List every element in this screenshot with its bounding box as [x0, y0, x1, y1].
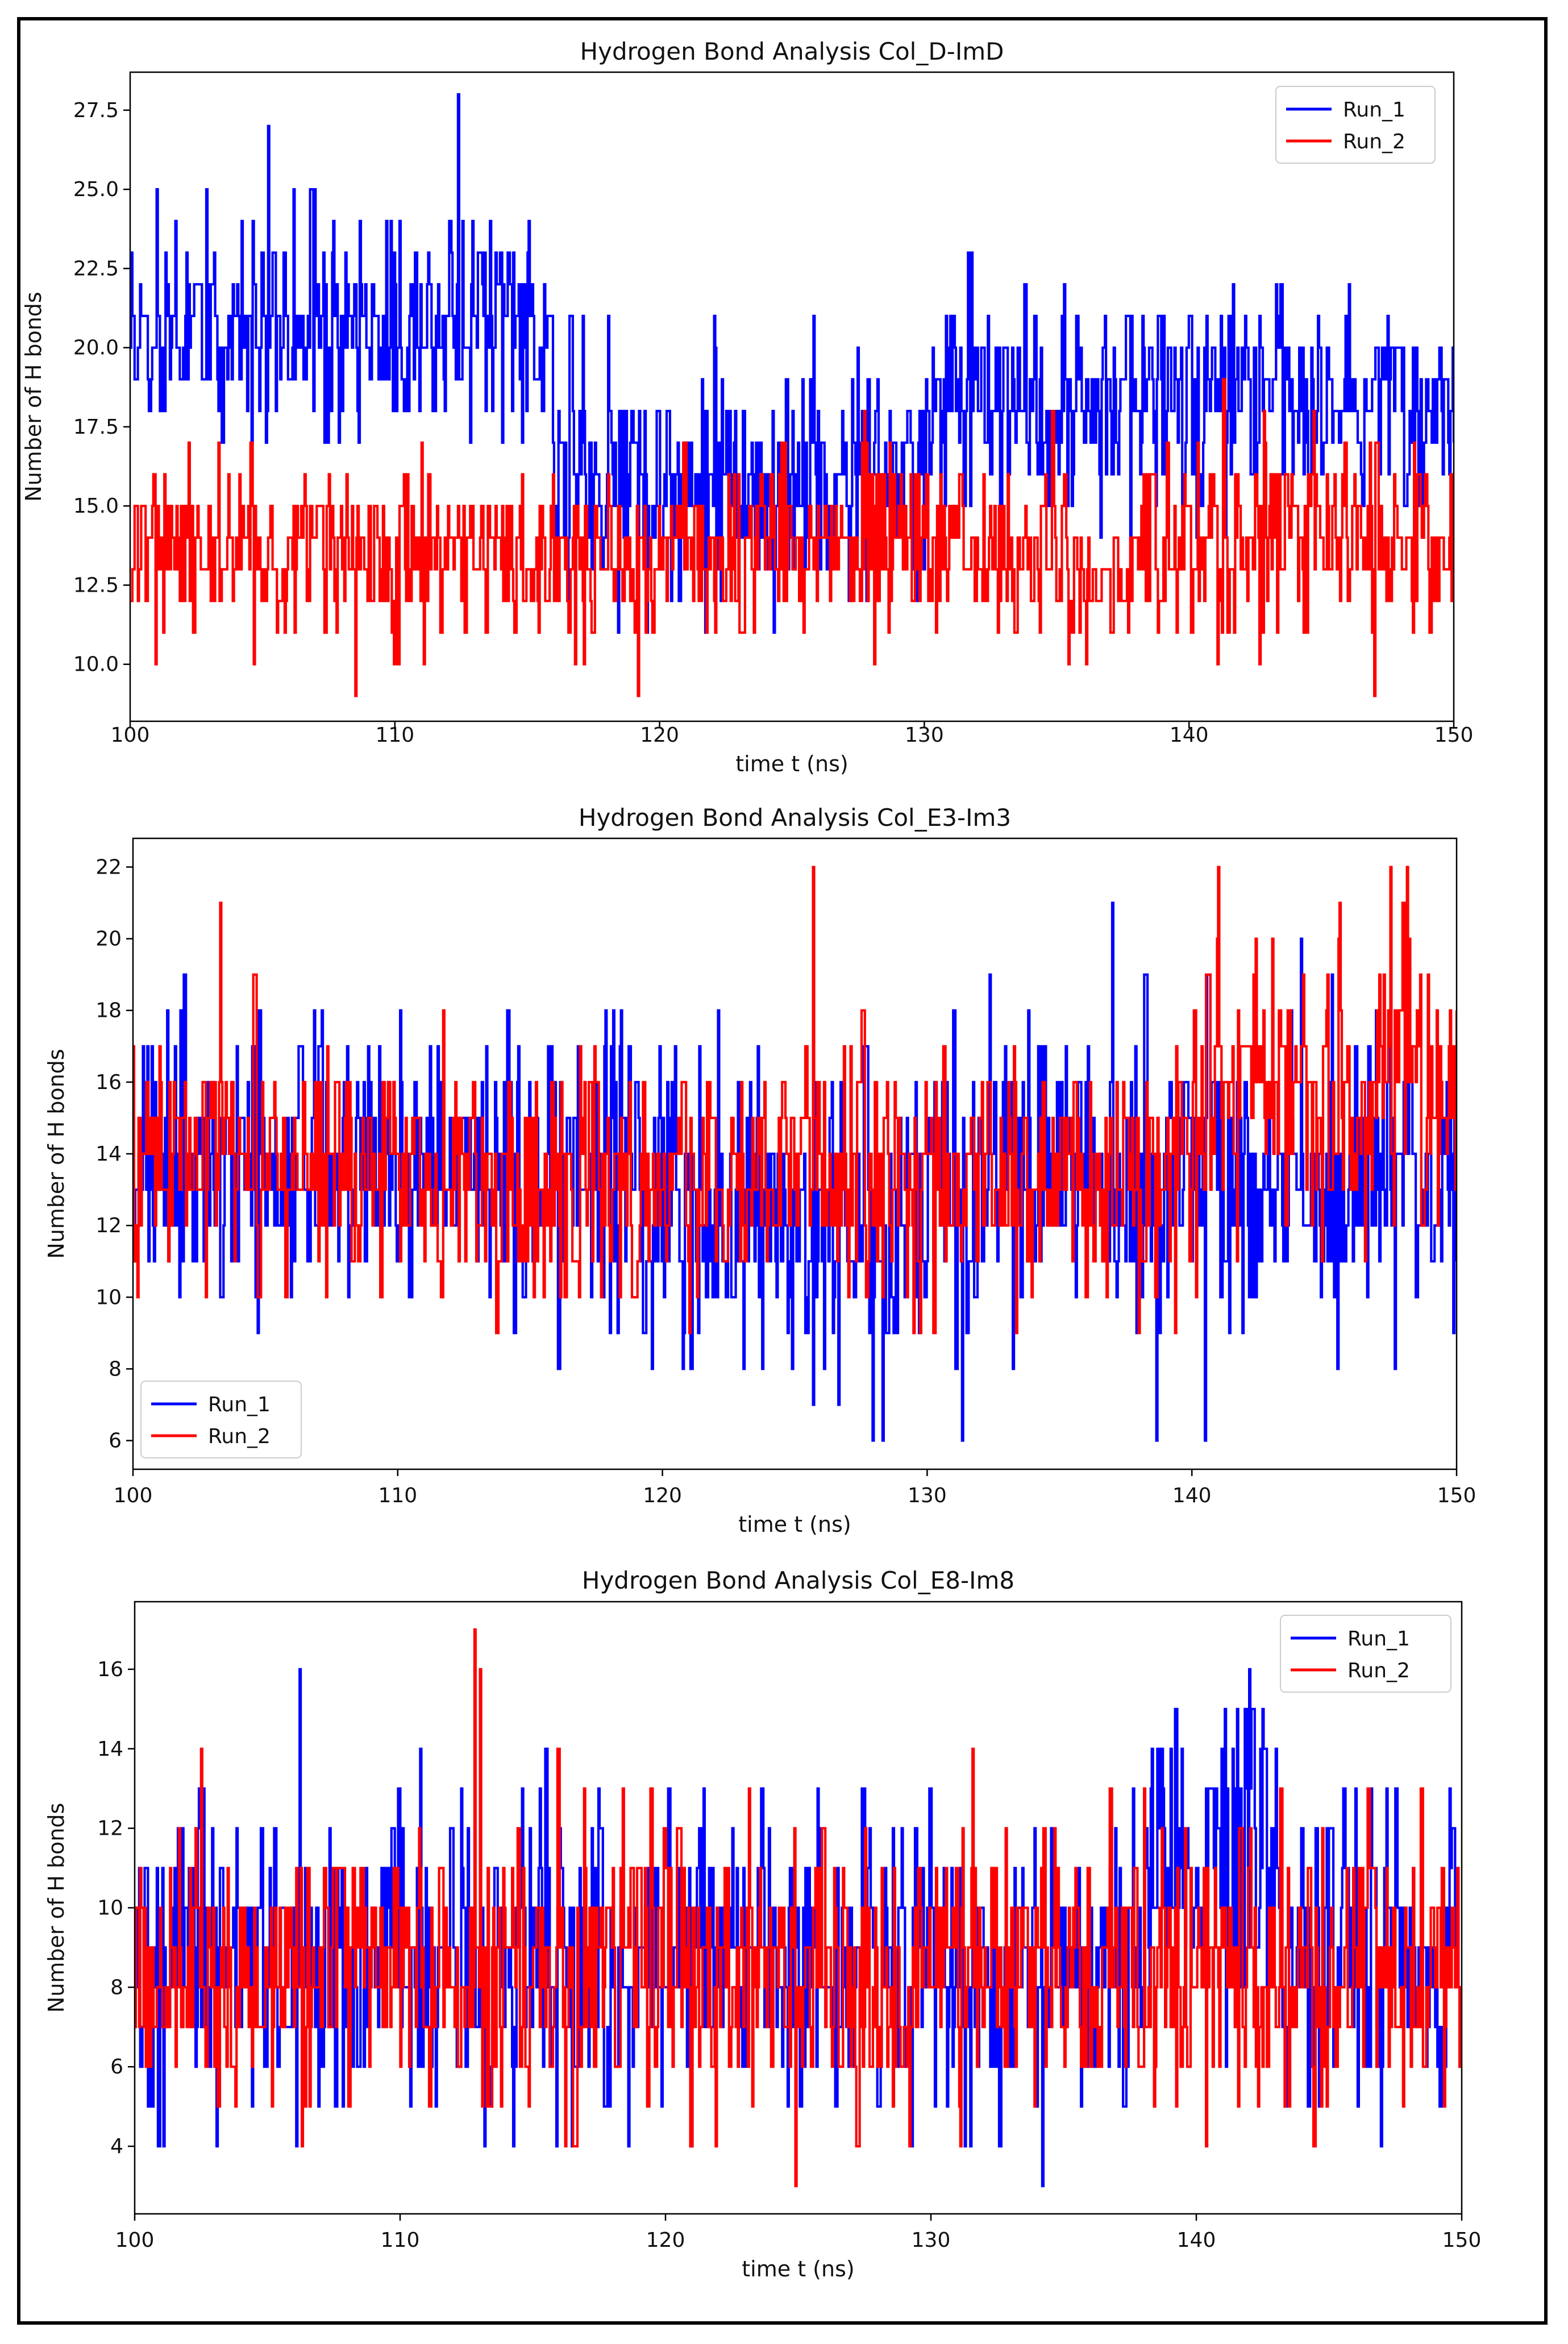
x-tick-label: 130 — [908, 1484, 947, 1507]
chart-panel-3: Hydrogen Bond Analysis Col_E8-Im8 100 110 1… — [44, 1566, 1481, 2281]
x-axis-label: time t (ns) — [738, 1512, 851, 1537]
x-tick-label: 120 — [640, 724, 679, 747]
chart-title: Hydrogen Bond Analysis Col_E3-Im3 — [579, 804, 1011, 832]
legend: Run_1 Run_2 — [140, 1381, 302, 1458]
y-tick-label: 10.0 — [73, 653, 119, 676]
chart-title: Hydrogen Bond Analysis Col_D-ImD — [580, 38, 1004, 65]
plot-area-frame — [129, 71, 1455, 722]
x-tick-label: 110 — [381, 2229, 420, 2252]
y-tick-label: 12 — [97, 1817, 123, 1840]
x-tick-label: 100 — [111, 724, 150, 747]
y-axis-label: Number of H bonds — [44, 1049, 69, 1258]
x-tick-label: 140 — [1177, 2229, 1216, 2252]
y-tick-label: 8 — [109, 1357, 122, 1381]
x-tick-label: 150 — [1437, 1484, 1477, 1507]
x-tick-label: 120 — [646, 2229, 685, 2252]
y-tick-label: 10 — [95, 1286, 122, 1309]
y-tick-label: 10 — [97, 1897, 123, 1920]
legend: Run_1 Run_2 — [1280, 1615, 1451, 1693]
legend-label: Run_1 — [208, 1393, 271, 1416]
y-tick-label: 27.5 — [73, 99, 119, 122]
series-line-run-2 — [133, 866, 1457, 1335]
legend-label: Run_2 — [1347, 1659, 1410, 1682]
legend: Run_1 Run_2 — [1275, 86, 1436, 164]
y-tick-label: 15.0 — [73, 494, 119, 518]
y-tick-label: 20 — [95, 928, 122, 951]
y-tick-label: 22.5 — [73, 257, 119, 280]
x-tick-label: 140 — [1170, 724, 1209, 747]
y-tick-label: 18 — [95, 999, 122, 1023]
y-tick-label: 12 — [95, 1214, 122, 1237]
y-tick-label: 16 — [95, 1071, 122, 1094]
x-tick-label: 100 — [114, 1484, 153, 1507]
y-tick-label: 17.5 — [73, 415, 119, 439]
y-tick-label: 12.5 — [73, 573, 119, 597]
y-tick-label: 4 — [110, 2135, 123, 2158]
y-axis-label: Number of H bonds — [21, 292, 46, 501]
x-tick-label: 140 — [1172, 1484, 1212, 1507]
x-tick-label: 120 — [643, 1484, 682, 1507]
chart-title: Hydrogen Bond Analysis Col_E8-Im8 — [582, 1566, 1014, 1594]
legend-label: Run_2 — [208, 1425, 271, 1448]
x-tick-label: 150 — [1434, 724, 1474, 747]
x-axis-label: time t (ns) — [742, 2256, 854, 2281]
x-tick-label: 150 — [1442, 2229, 1482, 2252]
y-tick-label: 20.0 — [73, 336, 119, 360]
x-tick-label: 130 — [905, 724, 944, 747]
x-tick-label: 130 — [912, 2229, 951, 2252]
legend-box — [1280, 1615, 1451, 1693]
y-tick-label: 22 — [95, 855, 122, 879]
y-tick-label: 8 — [110, 1976, 123, 1999]
series-line-run-2 — [130, 378, 1454, 697]
y-axis-label: Number of H bonds — [44, 1803, 69, 2013]
legend-label: Run_1 — [1343, 98, 1405, 122]
y-tick-label: 16 — [97, 1658, 123, 1681]
legend-box — [140, 1381, 302, 1458]
legend-label: Run_2 — [1343, 130, 1405, 153]
y-tick-label: 25.0 — [73, 178, 119, 201]
legend-box — [1275, 86, 1436, 164]
chart-panel-2: Hydrogen Bond Analysis Col_E3-Im3 100 110 1… — [44, 804, 1476, 1537]
y-tick-label: 14 — [97, 1738, 123, 1761]
legend-label: Run_1 — [1347, 1627, 1410, 1651]
x-tick-label: 100 — [115, 2229, 155, 2252]
chart-panel-1: Hydrogen Bond Analysis Col_D-ImD 100 110 12… — [21, 38, 1473, 776]
y-tick-label: 6 — [110, 2055, 123, 2079]
series-line-run-2 — [135, 1628, 1462, 2188]
x-tick-label: 110 — [378, 1484, 417, 1507]
y-tick-label: 6 — [109, 1429, 122, 1453]
x-axis-label: time t (ns) — [735, 751, 848, 776]
x-tick-label: 110 — [375, 724, 414, 747]
y-tick-label: 14 — [95, 1142, 122, 1166]
